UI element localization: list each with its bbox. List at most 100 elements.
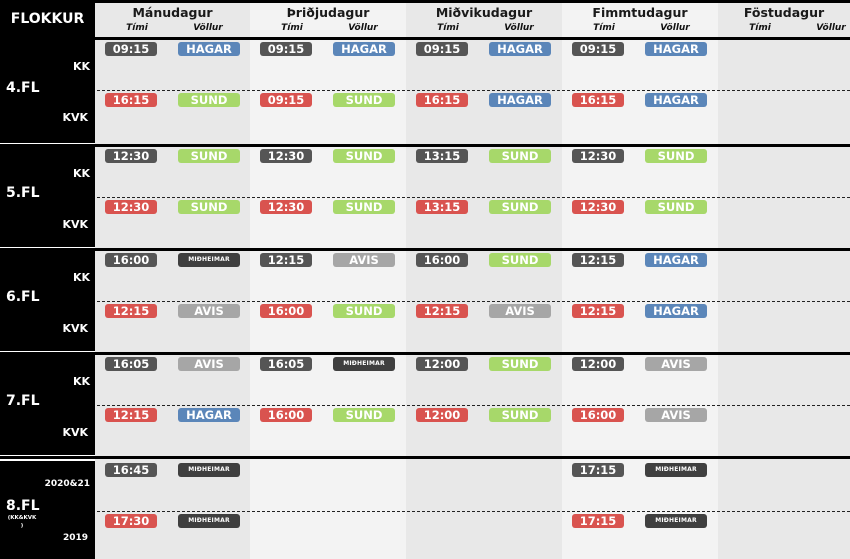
time-badge: 12:30 bbox=[572, 200, 624, 214]
group-separator bbox=[0, 144, 850, 147]
field-badge: SUND bbox=[645, 200, 707, 214]
field-badge: AVIS bbox=[645, 357, 707, 371]
time-badge: 09:15 bbox=[260, 93, 312, 107]
time-badge: 12:30 bbox=[105, 200, 157, 214]
time-badge: 12:30 bbox=[572, 149, 624, 163]
time-subheader: Tími bbox=[749, 23, 771, 33]
group-label-cell bbox=[0, 355, 95, 455]
time-badge: 16:05 bbox=[260, 357, 312, 371]
field-badge: SUND bbox=[489, 408, 551, 422]
time-badge: 16:00 bbox=[572, 408, 624, 422]
time-badge: 12:15 bbox=[572, 253, 624, 267]
kvk-label: KVK bbox=[62, 426, 88, 439]
day-header: Miðvikudagur bbox=[435, 5, 533, 20]
time-badge: 09:15 bbox=[260, 42, 312, 56]
field-badge: AVIS bbox=[178, 304, 240, 318]
field-badge: SUND bbox=[333, 304, 395, 318]
field-badge: AVIS bbox=[178, 357, 240, 371]
row-divider bbox=[97, 90, 850, 91]
time-badge: 12:00 bbox=[572, 357, 624, 371]
kk-label: KK bbox=[72, 167, 90, 180]
group-label: 6.FL bbox=[6, 289, 40, 305]
row-divider bbox=[97, 511, 850, 512]
group-separator bbox=[0, 248, 850, 251]
group-label-cell bbox=[0, 251, 95, 351]
field-badge: SUND bbox=[333, 408, 395, 422]
time-badge: 12:30 bbox=[105, 149, 157, 163]
group-separator bbox=[0, 456, 850, 459]
day-header: Mánudagur bbox=[132, 5, 213, 20]
header-top-border bbox=[95, 0, 850, 3]
group-label: 7.FL bbox=[6, 393, 40, 409]
group-label-cell bbox=[0, 461, 95, 559]
time-badge: 09:15 bbox=[416, 42, 468, 56]
field-badge: SUND bbox=[333, 200, 395, 214]
time-badge: 13:15 bbox=[416, 200, 468, 214]
time-badge: 12:00 bbox=[416, 357, 468, 371]
time-badge: 17:30 bbox=[105, 514, 157, 528]
time-badge: 16:15 bbox=[572, 93, 624, 107]
time-badge: 12:00 bbox=[416, 408, 468, 422]
field-badge: SUND bbox=[333, 93, 395, 107]
field-badge: SUND bbox=[645, 149, 707, 163]
kvk-label: KVK bbox=[62, 218, 88, 231]
group-separator bbox=[0, 37, 850, 40]
time-badge: 16:15 bbox=[416, 93, 468, 107]
group-label-cell bbox=[0, 147, 95, 247]
field-badge: SUND bbox=[178, 149, 240, 163]
time-badge: 13:15 bbox=[416, 149, 468, 163]
time-badge: 12:15 bbox=[416, 304, 468, 318]
field-badge: SUND bbox=[178, 200, 240, 214]
field-badge: HAGAR bbox=[645, 304, 707, 318]
field-badge: MIÐHEIMAR bbox=[178, 253, 240, 267]
row-divider bbox=[97, 301, 850, 302]
field-badge: HAGAR bbox=[489, 93, 551, 107]
time-subheader: Tími bbox=[126, 23, 148, 33]
kk-label: KK bbox=[72, 60, 90, 73]
field-badge: AVIS bbox=[645, 408, 707, 422]
kvk-label: KVK bbox=[62, 322, 88, 335]
field-badge: SUND bbox=[489, 149, 551, 163]
field-badge: MIÐHEIMAR bbox=[645, 463, 707, 477]
kk-label: KK bbox=[72, 271, 90, 284]
field-badge: SUND bbox=[489, 253, 551, 267]
time-badge: 16:05 bbox=[105, 357, 157, 371]
field-badge: HAGAR bbox=[645, 42, 707, 56]
time-badge: 12:15 bbox=[260, 253, 312, 267]
time-badge: 16:45 bbox=[105, 463, 157, 477]
day-header: Þriðjudagur bbox=[286, 5, 370, 20]
time-subheader: Tími bbox=[281, 23, 303, 33]
field-subheader: Völlur bbox=[816, 23, 846, 33]
time-badge: 09:15 bbox=[105, 42, 157, 56]
time-badge: 12:30 bbox=[260, 200, 312, 214]
field-badge: MIÐHEIMAR bbox=[645, 514, 707, 528]
time-subheader: Tími bbox=[593, 23, 615, 33]
kk-label: KK bbox=[72, 375, 90, 388]
field-badge: HAGAR bbox=[178, 42, 240, 56]
time-badge: 17:15 bbox=[572, 514, 624, 528]
time-badge: 16:00 bbox=[260, 304, 312, 318]
day-header: Föstudagur bbox=[743, 5, 825, 20]
field-badge: HAGAR bbox=[178, 408, 240, 422]
row-divider bbox=[97, 405, 850, 406]
kvk-label: 2019 bbox=[62, 533, 88, 543]
field-subheader: Völlur bbox=[348, 23, 378, 33]
kvk-label: KVK bbox=[62, 111, 88, 124]
corner-header: FLOKKUR bbox=[0, 0, 95, 37]
field-badge: SUND bbox=[489, 357, 551, 371]
field-badge: SUND bbox=[178, 93, 240, 107]
field-badge: SUND bbox=[333, 149, 395, 163]
time-badge: 16:15 bbox=[105, 93, 157, 107]
day-column-bg bbox=[250, 0, 406, 559]
field-subheader: Völlur bbox=[660, 23, 690, 33]
field-subheader: Völlur bbox=[193, 23, 223, 33]
time-badge: 17:15 bbox=[572, 463, 624, 477]
field-badge: SUND bbox=[489, 200, 551, 214]
field-badge: HAGAR bbox=[645, 93, 707, 107]
field-badge: HAGAR bbox=[645, 253, 707, 267]
time-badge: 12:15 bbox=[105, 408, 157, 422]
field-subheader: Völlur bbox=[504, 23, 534, 33]
day-column-bg bbox=[718, 0, 850, 559]
time-badge: 12:15 bbox=[105, 304, 157, 318]
field-badge: MIÐHEIMAR bbox=[178, 463, 240, 477]
